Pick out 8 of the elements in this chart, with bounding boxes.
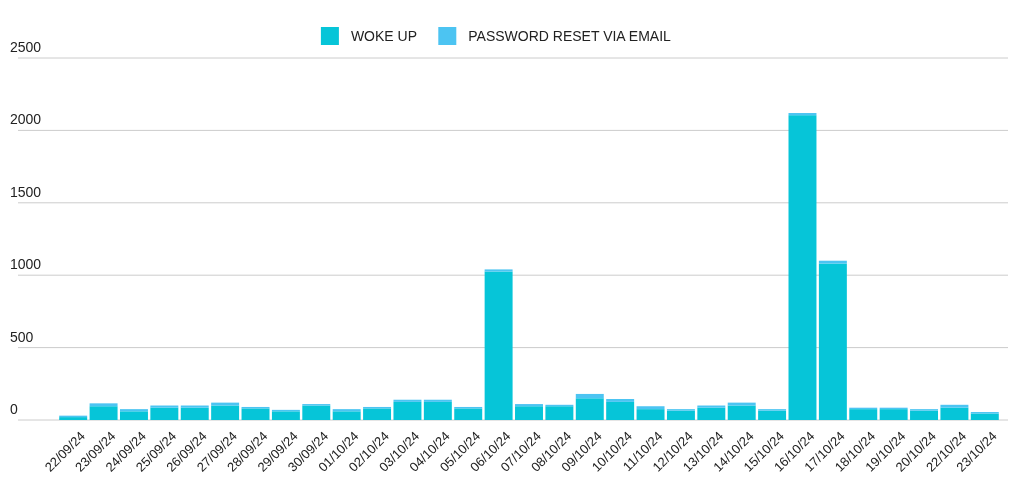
legend-label: PASSWORD RESET VIA EMAIL [468,28,672,44]
legend-label: WOKE UP [350,28,418,44]
y-tick-label: 1000 [10,256,42,273]
y-tick-label: 1500 [10,183,42,200]
y-tick-label: 500 [10,328,34,345]
y-tick-label: 2500 [10,39,42,55]
y-tick-label: 0 [10,401,18,417]
y-tick-label: 2000 [10,111,42,128]
